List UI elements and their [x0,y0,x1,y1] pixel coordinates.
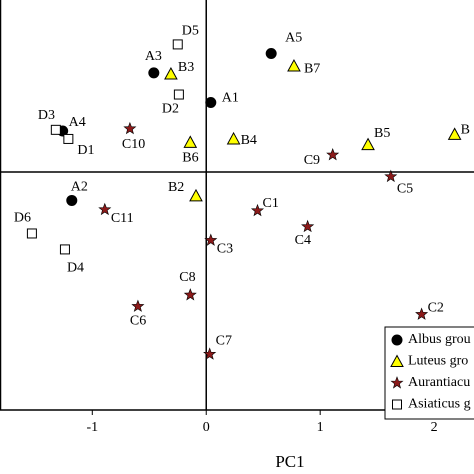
x-tick-label: 0 [203,420,210,435]
point [183,288,197,301]
point-label: A5 [285,31,302,46]
point-label: D2 [162,102,179,117]
point [66,194,78,206]
legend-marker [392,399,402,410]
point [326,148,340,161]
point [415,307,429,320]
point [361,137,375,151]
point [172,39,183,50]
point-label: B6 [182,151,198,166]
point-label: D3 [38,108,55,123]
point [250,203,265,217]
plot-frame [0,0,474,411]
point-label: C2 [428,301,444,316]
legend-label: Aurantiacu [408,375,470,390]
legend-marker [390,376,404,389]
point-label: B4 [241,133,257,148]
point-label: B [461,123,470,138]
point [26,228,37,239]
point-label: C8 [179,270,195,285]
point-label: C7 [216,333,232,348]
point [205,97,217,108]
legend-label: Luteus gro [408,354,468,369]
point-label: C5 [397,182,413,197]
legend-marker [390,354,404,367]
point-label: C1 [263,196,279,211]
point-label: A2 [71,180,88,195]
point-label: A1 [222,91,239,106]
x-tick-label: -1 [86,420,98,435]
point [447,127,462,140]
point-label: C9 [304,153,320,168]
point-label: A4 [69,115,86,130]
point-label: C10 [122,137,145,152]
point [164,66,178,80]
point [183,135,198,148]
point [131,299,145,312]
point-label: C6 [130,314,146,329]
point-label: D4 [67,261,84,276]
point [50,124,61,135]
point-label: A3 [145,49,162,64]
legend-label: Asiaticus g [408,397,471,412]
point-label: C3 [217,242,233,257]
legend-marker [391,334,403,346]
point [203,347,217,360]
point [98,202,112,216]
point [301,219,315,233]
point [63,133,74,144]
point-label: B7 [304,61,320,76]
point-label: B3 [178,60,194,75]
x-tick-label: 2 [431,420,438,435]
point-label: C11 [111,211,134,226]
point-label: B5 [374,126,390,141]
x-axis-label: PC1 [275,452,304,471]
x-tick-label: 1 [317,420,324,435]
point [287,59,301,72]
point-label: D1 [77,143,94,158]
point [148,67,160,79]
point [384,169,398,183]
point [204,233,218,246]
legend-label: Albus grou [408,332,471,347]
point-label: C4 [295,233,311,248]
point [226,131,241,145]
point [189,188,203,202]
point [123,121,137,135]
point [173,89,184,100]
point-label: D5 [182,24,199,39]
point-label: D6 [14,211,31,226]
point [59,244,70,255]
point-label: B2 [168,180,184,195]
point [265,48,277,60]
